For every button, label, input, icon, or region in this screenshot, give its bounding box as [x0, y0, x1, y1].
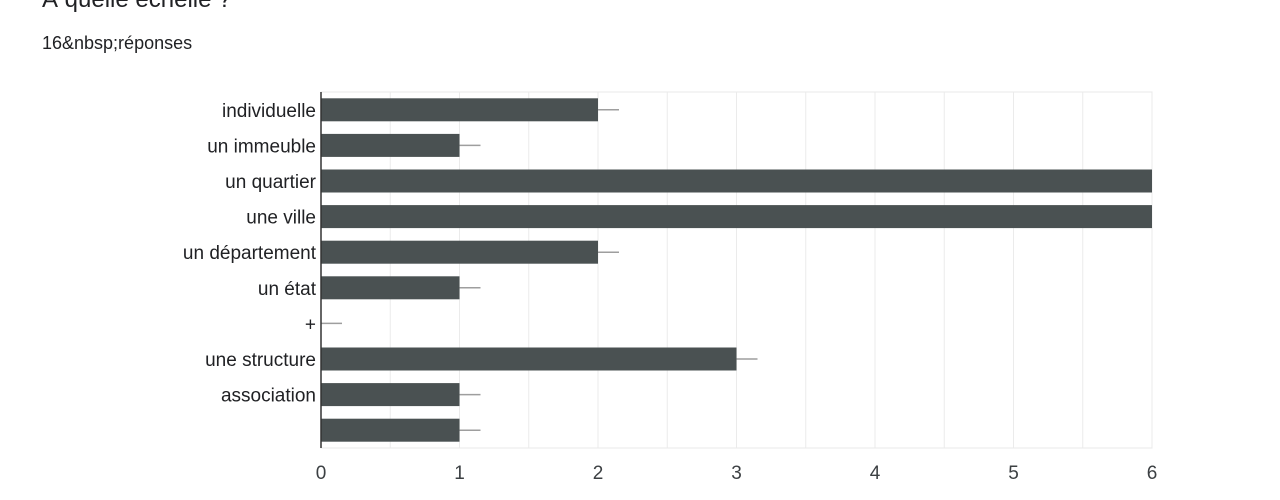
question-title: À quelle échelle ?: [42, 0, 231, 14]
bar: [321, 240, 598, 264]
gridlines: [389, 92, 1153, 448]
x-tick-label: 6: [1147, 463, 1158, 484]
x-tick-label: 4: [870, 463, 881, 484]
category-labels: individuelle un immeuble un quartier une vi…: [183, 101, 317, 407]
bar: [321, 276, 460, 300]
bar: [321, 133, 460, 157]
category-label: +: [305, 314, 316, 335]
bars: [321, 98, 1152, 442]
x-tick-label: 0: [316, 463, 327, 484]
x-tick-labels: 0 1 2 3 4 5 6: [316, 463, 1158, 484]
category-label: une ville: [246, 208, 316, 229]
bar: [321, 383, 460, 407]
category-label: association: [221, 386, 316, 407]
x-tick-label: 2: [593, 463, 604, 484]
bar: [321, 205, 1152, 229]
bar: [321, 418, 460, 442]
bar: [321, 98, 598, 122]
x-tick-label: 1: [454, 463, 465, 484]
category-label: un quartier: [225, 172, 317, 193]
category-label: une structure: [205, 350, 316, 371]
x-tick-label: 5: [1008, 463, 1019, 484]
category-label: individuelle: [222, 101, 316, 122]
category-label: un état: [258, 279, 317, 300]
bar: [321, 169, 1152, 193]
x-tick-label: 3: [731, 463, 742, 484]
response-count: 16&nbsp;réponses: [42, 33, 193, 53]
category-label: un département: [183, 243, 317, 264]
category-label: un immeuble: [207, 136, 316, 157]
bar: [321, 347, 737, 371]
